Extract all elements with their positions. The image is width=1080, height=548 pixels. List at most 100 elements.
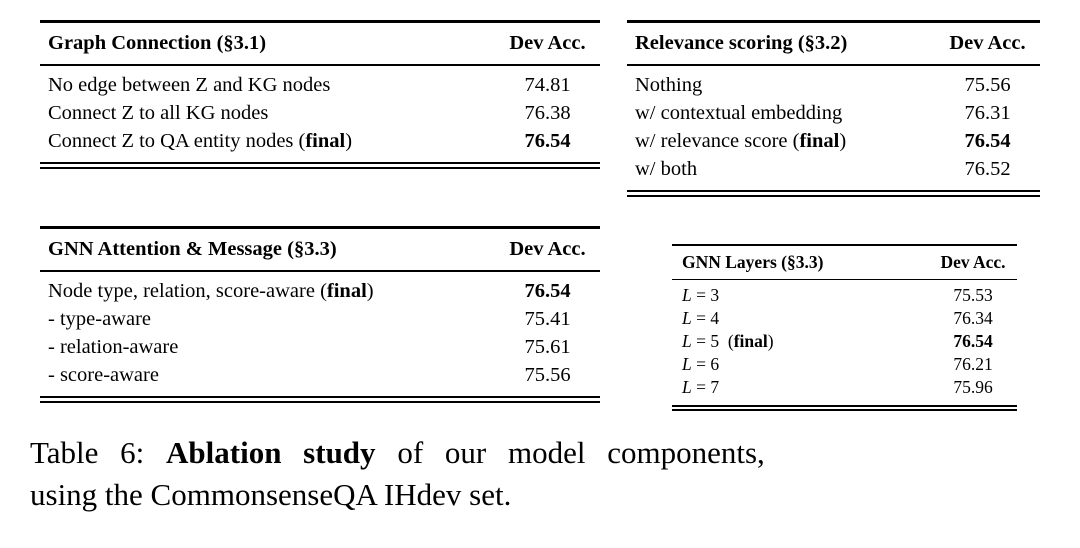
table-row: Node type, relation, score-aware (final)… (40, 277, 600, 305)
row-label-text: = 3 (691, 285, 720, 305)
row-value: 75.56 (964, 74, 1011, 96)
math-var-L: L (682, 308, 692, 328)
table-row: - relation-aware 75.61 (40, 333, 600, 361)
table-row: - type-aware 75.41 (40, 305, 600, 333)
table-title: Relevance scoring (§3.2) (635, 32, 848, 54)
table-row: No edge between Z and KG nodes 74.81 (40, 71, 600, 99)
row-value: 76.54 (953, 331, 993, 351)
table-title: GNN Layers (§3.3) (682, 252, 824, 272)
table-row: L = 3 75.53 (672, 284, 1017, 307)
table-toprule (40, 20, 600, 23)
row-label-text: - type-aware (48, 308, 152, 330)
table-midrule (627, 64, 1040, 66)
table-body: Nothing 75.56 w/ contextual embedding 76… (627, 66, 1040, 190)
row-label: L = 3 (672, 284, 929, 307)
row-label-text: ) (767, 331, 774, 351)
caption-line-1: Table 6: Ablation study of our model com… (30, 432, 1060, 474)
table-bottomrule (672, 405, 1017, 411)
row-label-text: Connect Z to QA entity nodes ( (48, 130, 306, 152)
caption-line-2: using the CommonsenseQA IHdev set. (30, 477, 512, 512)
table-bottomrule (40, 162, 600, 169)
row-label-text: w/ relevance score ( (635, 130, 800, 152)
row-label-text: ) (839, 130, 847, 152)
row-label-text: - relation-aware (48, 336, 179, 358)
table-row: Connect Z to all KG nodes 76.38 (40, 99, 600, 127)
math-var-L: L (682, 377, 692, 397)
final-marker: final (733, 331, 768, 351)
table-toprule (672, 244, 1017, 246)
row-value: 76.54 (524, 280, 571, 302)
row-label-text: = 7 (691, 377, 720, 397)
row-label-text: w/ both (635, 158, 698, 180)
math-var-L: L (682, 285, 692, 305)
row-label: Node type, relation, score-aware (final) (40, 277, 495, 305)
row-value: 76.54 (964, 130, 1011, 152)
column-header-dev-acc: Dev Acc. (509, 32, 586, 54)
row-value: 74.81 (524, 74, 571, 96)
table-midrule (40, 270, 600, 272)
column-header-dev-acc: Dev Acc. (940, 252, 1006, 272)
row-label: Connect Z to all KG nodes (40, 99, 495, 127)
table-caption: Table 6: Ablation study of our model com… (30, 432, 1060, 516)
row-label-text: = 6 (691, 354, 720, 374)
row-value: 75.41 (524, 308, 571, 330)
table-row: L = 6 76.21 (672, 353, 1017, 376)
final-marker: final (799, 130, 840, 152)
row-label-text: ) (366, 280, 374, 302)
gnn-layers-table: GNN Layers (§3.3) Dev Acc. L = 3 75.53 L… (672, 244, 1017, 411)
row-label-text: Nothing (635, 74, 703, 96)
row-label: w/ contextual embedding (627, 99, 935, 127)
row-value: 76.38 (524, 102, 571, 124)
column-header-dev-acc: Dev Acc. (949, 32, 1026, 54)
row-label-text: w/ contextual embedding (635, 102, 843, 124)
table-header-row: GNN Attention & Message (§3.3) Dev Acc. (40, 229, 600, 270)
gnn-attention-message-table: GNN Attention & Message (§3.3) Dev Acc. … (40, 226, 600, 403)
table-row: L = 5 (final) 76.54 (672, 330, 1017, 353)
table-row: Connect Z to QA entity nodes (final) 76.… (40, 127, 600, 155)
row-label: Nothing (627, 71, 935, 99)
table-toprule (40, 226, 600, 229)
table-midrule (672, 279, 1017, 280)
row-label-text: No edge between Z and KG nodes (48, 74, 331, 96)
row-label: - relation-aware (40, 333, 495, 361)
row-label: L = 6 (672, 353, 929, 376)
final-marker: final (326, 280, 367, 302)
table-body: No edge between Z and KG nodes 74.81 Con… (40, 66, 600, 162)
caption-text: of our model components, (397, 435, 765, 470)
row-label: w/ both (627, 155, 935, 183)
row-label: L = 7 (672, 376, 929, 399)
table-title: GNN Attention & Message (§3.3) (48, 238, 337, 260)
table-header-row: Graph Connection (§3.1) Dev Acc. (40, 23, 600, 64)
caption-bold-title: Ablation study (166, 435, 376, 470)
row-value: 75.53 (953, 285, 993, 305)
table-row: - score-aware 75.56 (40, 361, 600, 389)
row-label: - type-aware (40, 305, 495, 333)
row-label: L = 5 (final) (672, 330, 929, 353)
row-value: 76.52 (964, 158, 1011, 180)
row-label: - score-aware (40, 361, 495, 389)
row-value: 75.96 (953, 377, 993, 397)
table-body: L = 3 75.53 L = 4 76.34 L = 5 (final) 76… (672, 280, 1017, 405)
row-label-text: = 4 (691, 308, 720, 328)
table-midrule (40, 64, 600, 66)
graph-connection-table: Graph Connection (§3.1) Dev Acc. No edge… (40, 20, 600, 169)
table-title: Graph Connection (§3.1) (48, 32, 267, 54)
column-header-dev-acc: Dev Acc. (509, 238, 586, 260)
row-label: No edge between Z and KG nodes (40, 71, 495, 99)
table-body: Node type, relation, score-aware (final)… (40, 272, 600, 396)
table-row: L = 4 76.34 (672, 307, 1017, 330)
row-value: 76.31 (964, 102, 1011, 124)
table-header-row: GNN Layers (§3.3) Dev Acc. (672, 246, 1017, 279)
caption-table-number: Table 6: (30, 435, 145, 470)
math-var-L: L (682, 354, 692, 374)
row-value: 76.34 (953, 308, 993, 328)
table-bottomrule (627, 190, 1040, 197)
table-row: w/ both 76.52 (627, 155, 1040, 183)
row-label-text: Node type, relation, score-aware ( (48, 280, 327, 302)
row-value: 75.61 (524, 336, 571, 358)
row-label-text: Connect Z to all KG nodes (48, 102, 269, 124)
row-label: w/ relevance score (final) (627, 127, 935, 155)
relevance-scoring-table: Relevance scoring (§3.2) Dev Acc. Nothin… (627, 20, 1040, 197)
row-label: L = 4 (672, 307, 929, 330)
table-row: L = 7 75.96 (672, 376, 1017, 399)
